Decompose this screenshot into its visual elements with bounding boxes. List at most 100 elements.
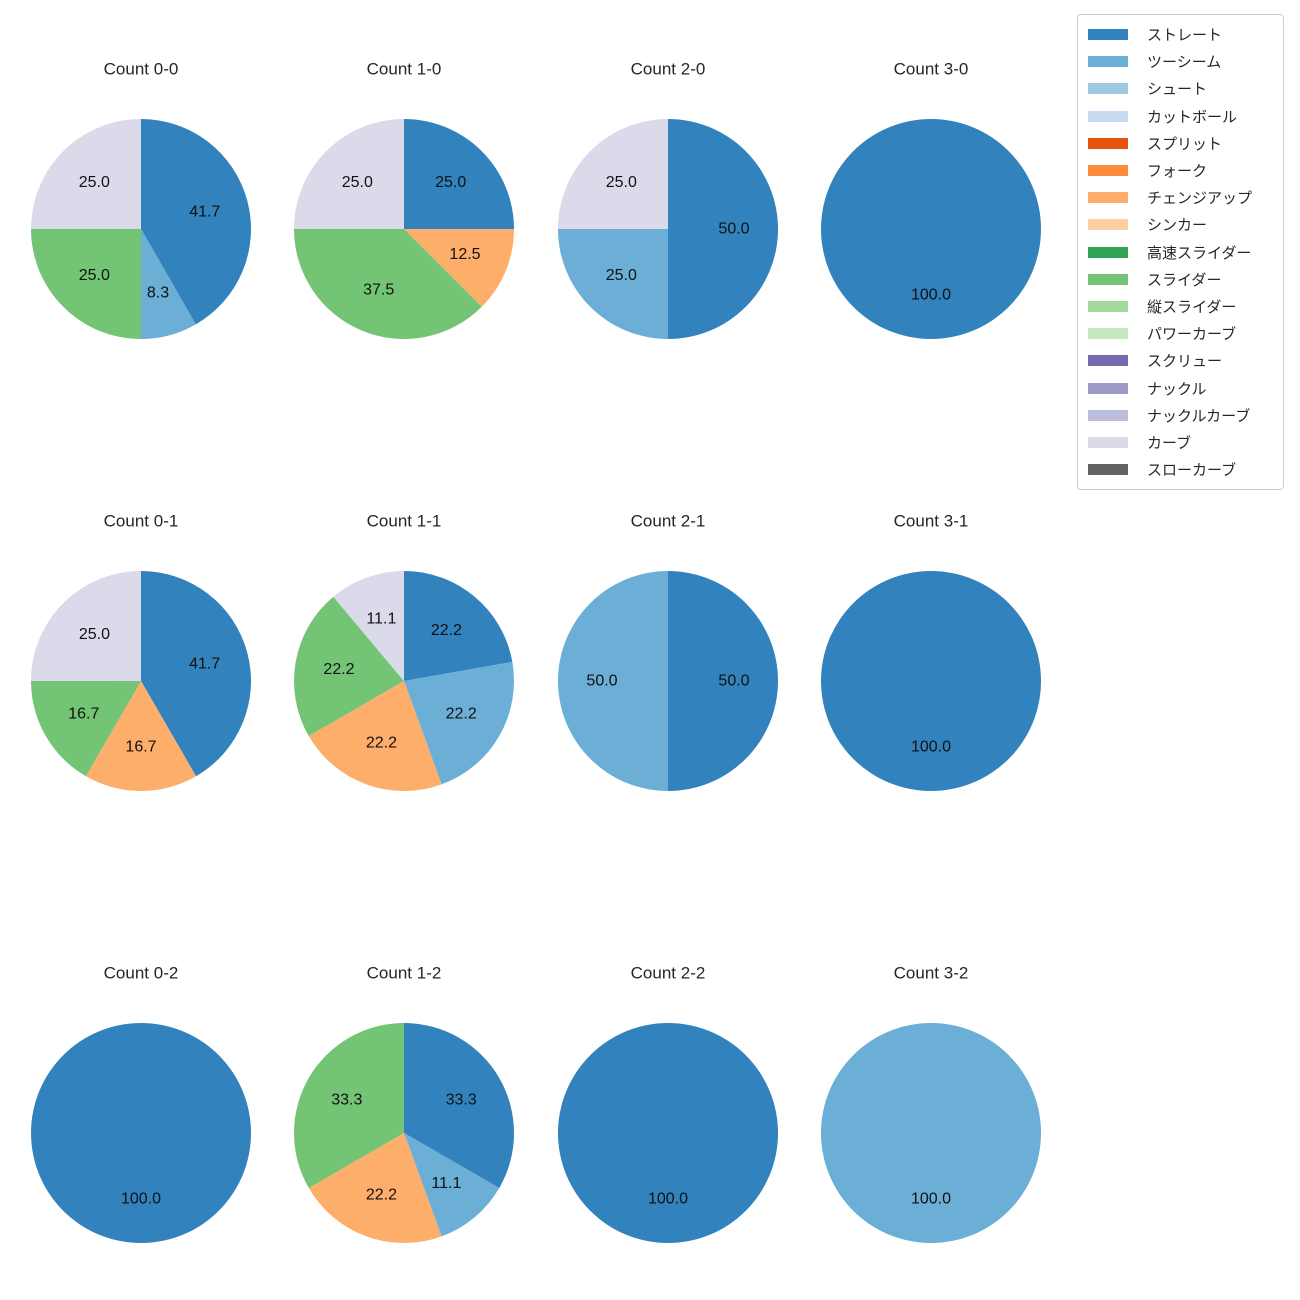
pie-slice-スライダー [294, 596, 404, 736]
pie-slice-カーブ [333, 571, 404, 681]
pie-title: Count 1-1 [367, 512, 442, 531]
slice-percent-label: 25.0 [79, 626, 110, 643]
pie-count-3-1: Count 3-1 100.0 [821, 512, 1041, 791]
legend-label: シンカー [1147, 217, 1208, 235]
slice-percent-label: 100.0 [121, 1191, 161, 1208]
slice-percent-label: 41.7 [189, 655, 220, 672]
slice-percent-label: 100.0 [911, 287, 951, 304]
pie-slice-カーブ [294, 119, 404, 229]
legend-box: ストレート ツーシーム シュート カットボール スプリット フォーク チェンジアップ シンカー… [1077, 14, 1284, 491]
pie-slice-ツーシーム [558, 229, 668, 339]
slice-percent-label: 11.1 [366, 611, 396, 628]
slice-percent-label: 16.7 [125, 739, 156, 756]
legend-label: フォーク [1147, 163, 1208, 181]
legend-swatch [1088, 464, 1128, 476]
pie-title: Count 3-1 [894, 512, 969, 531]
pie-count-2-0: Count 2-0 50.0 25.0 25.0 [558, 60, 778, 339]
legend-item: カーブ [1088, 429, 1273, 456]
slice-percent-label: 25.0 [606, 174, 637, 191]
slice-percent-label: 22.2 [366, 1187, 397, 1204]
legend-swatch [1088, 409, 1128, 421]
slice-percent-label: 22.2 [446, 706, 477, 723]
legend-label: カットボール [1147, 108, 1238, 126]
pie-slice-スライダー [30, 680, 141, 777]
legend-item: シュート [1088, 75, 1273, 102]
pie-slice-スライダー [294, 1023, 404, 1188]
legend-swatch [1088, 192, 1128, 204]
pie-count-2-2: Count 2-2 100.0 [558, 964, 778, 1243]
legend-item: ナックルカーブ [1088, 402, 1273, 429]
legend-label: ツーシーム [1147, 54, 1222, 72]
pie-slice-カーブ [31, 571, 141, 681]
slice-percent-label: 37.5 [363, 282, 394, 299]
slice-percent-label: 25.0 [435, 174, 466, 191]
pie-slice-ツーシーム [821, 1023, 1041, 1243]
legend-label: スローカーブ [1147, 462, 1237, 480]
legend-label: パワーカーブ [1147, 326, 1237, 344]
legend-swatch [1088, 436, 1128, 448]
legend-label: スライダー [1147, 271, 1222, 289]
slice-percent-label: 22.2 [366, 735, 397, 752]
pie-title: Count 2-0 [631, 60, 706, 79]
legend-swatch [1088, 246, 1128, 258]
slice-percent-label: 50.0 [586, 673, 617, 690]
pie-title: Count 1-2 [367, 964, 442, 983]
slice-percent-label: 22.2 [431, 622, 462, 639]
pie-slice-ストレート [404, 1023, 514, 1188]
slice-percent-label: 25.0 [606, 267, 637, 284]
pie-slice-カーブ [558, 119, 668, 229]
pie-title: Count 0-2 [104, 964, 179, 983]
slice-percent-label: 12.5 [449, 246, 480, 263]
legend-swatch [1088, 56, 1128, 68]
pie-title: Count 3-0 [894, 60, 969, 79]
legend-label: ナックル [1147, 380, 1207, 398]
pie-count-3-0: Count 3-0 100.0 [821, 60, 1041, 339]
legend-swatch [1088, 83, 1128, 95]
pie-count-0-0: Count 0-0 41.7 8.3 25.0 25.0 [31, 60, 252, 339]
legend-label: チェンジアップ [1147, 190, 1253, 208]
pie-title: Count 1-0 [367, 60, 442, 79]
legend-item: スローカーブ [1088, 456, 1273, 483]
pie-slice-ストレート [141, 119, 252, 325]
pie-slice-カーブ [31, 119, 141, 229]
pie-count-0-2: Count 0-2 100.0 [31, 964, 251, 1243]
legend-swatch [1088, 29, 1128, 41]
legend-label: シュート [1147, 81, 1208, 99]
slice-percent-label: 41.7 [189, 204, 220, 221]
legend-label: ナックルカーブ [1147, 407, 1251, 425]
slice-percent-label: 50.0 [718, 673, 749, 690]
legend-swatch [1088, 328, 1128, 340]
slice-percent-label: 100.0 [911, 1191, 951, 1208]
pie-slice-チェンジアップ [308, 1133, 442, 1244]
legend-item: 縦スライダー [1088, 293, 1273, 320]
pie-slice-ツーシーム [558, 571, 668, 791]
slice-percent-label: 33.3 [446, 1092, 477, 1109]
pie-slice-ツーシーム [404, 1133, 500, 1237]
legend-item: ツーシーム [1088, 48, 1273, 75]
legend-item: スライダー [1088, 266, 1273, 293]
legend-label: 縦スライダー [1147, 298, 1237, 316]
pie-slice-ストレート [404, 119, 514, 229]
slice-percent-label: 22.2 [323, 661, 354, 678]
pie-slice-スライダー [294, 229, 482, 339]
slice-percent-label: 11.1 [431, 1175, 461, 1192]
slice-percent-label: 25.0 [79, 174, 110, 191]
pie-title: Count 0-1 [104, 512, 179, 531]
legend-swatch [1088, 137, 1128, 149]
pie-slice-ストレート [31, 1023, 251, 1243]
pie-title: Count 2-1 [631, 512, 706, 531]
legend-item: パワーカーブ [1088, 320, 1273, 347]
pie-slice-ストレート [558, 1023, 778, 1243]
legend-swatch [1088, 382, 1128, 394]
pie-slice-ツーシーム [141, 229, 196, 339]
legend-item: スクリュー [1088, 347, 1273, 374]
pie-title: Count 3-2 [894, 964, 969, 983]
legend-label: スプリット [1147, 135, 1223, 153]
legend-item: 高速スライダー [1088, 239, 1273, 266]
pie-slice-チェンジアップ [404, 229, 514, 307]
legend-label: カーブ [1147, 434, 1192, 452]
pie-title: Count 0-0 [104, 60, 179, 79]
slice-percent-label: 25.0 [79, 267, 110, 284]
pie-count-2-1: Count 2-1 50.0 50.0 [558, 512, 778, 791]
